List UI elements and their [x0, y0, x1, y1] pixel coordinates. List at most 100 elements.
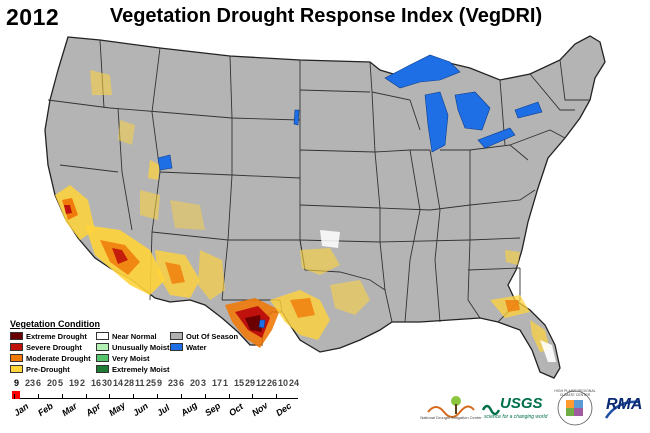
legend-item-out-of-season: Out Of Season: [170, 331, 238, 341]
legend-swatch: [10, 365, 23, 373]
usgs-tagline: science for a changing world: [484, 414, 548, 420]
lake-erie: [477, 127, 516, 149]
timeline-week-label[interactable]: 5: [58, 378, 64, 388]
rma-logo-text: RMA: [606, 396, 643, 413]
timeline-month-tick: [37, 394, 39, 399]
legend-swatch: [10, 332, 23, 340]
timeline-week-label[interactable]: 12: [256, 378, 267, 388]
timeline-month-label[interactable]: Aug: [178, 399, 199, 419]
usgs-logo: [482, 404, 501, 416]
legend-label: Extreme Drought: [26, 331, 87, 341]
legend-swatch: [96, 354, 109, 362]
timeline-bar: [12, 391, 298, 399]
timeline-week-label[interactable]: 1: [223, 378, 229, 388]
timeline-week-label[interactable]: 3: [201, 378, 207, 388]
legend-label: Severe Drought: [26, 342, 82, 352]
lake-ontario: [514, 101, 543, 119]
timeline-month-tick: [109, 394, 111, 399]
timeline-week-label[interactable]: 26: [267, 378, 278, 388]
timeline-week-label[interactable]: 20: [47, 378, 58, 388]
timeline-week-label[interactable]: 30: [102, 378, 113, 388]
water-bodies: [157, 54, 543, 329]
timeline-month-label[interactable]: Mar: [59, 400, 79, 419]
legend-label: Very Moist: [112, 353, 150, 363]
timeline-month-tick: [228, 394, 230, 399]
timeline-month-tick: [276, 394, 278, 399]
timeline-week-label[interactable]: 6: [179, 378, 185, 388]
timeline-month-tick: [14, 394, 15, 399]
lake-superior: [384, 54, 461, 89]
timeline-month-tick: [180, 394, 182, 399]
legend-item-very-moist: Very Moist: [96, 353, 150, 363]
timeline-month-tick: [252, 394, 254, 399]
timeline-week-label[interactable]: 24: [289, 378, 300, 388]
hprcc-logo-text: HIGH PLAINS REGIONAL CLIMATE CENTER: [554, 389, 596, 397]
usgs-logo-text: USGS: [500, 395, 543, 412]
drought-patches: [55, 70, 556, 362]
legend-swatch: [96, 365, 109, 373]
timeline-week-label[interactable]: 9: [157, 378, 163, 388]
timeline-month-tick: [157, 394, 158, 399]
timeline-week-label[interactable]: 25: [146, 378, 157, 388]
timeline-week-label[interactable]: 23: [25, 378, 36, 388]
timeline-week-label[interactable]: 19: [69, 378, 80, 388]
legend: Vegetation Condition Extreme Drought Seve…: [10, 319, 280, 379]
legend-item-extreme-drought: Extreme Drought: [10, 331, 87, 341]
timeline-month-tick: [133, 394, 135, 399]
legend-label: Water: [186, 342, 207, 352]
timeline-month-label[interactable]: May: [107, 399, 128, 419]
map-title: Vegetation Drought Response Index (VegDR…: [109, 5, 543, 27]
timeline-week-label[interactable]: 15: [234, 378, 245, 388]
timeline-week-label[interactable]: 2: [80, 378, 86, 388]
legend-swatch: [170, 343, 183, 351]
timeline-week-label[interactable]: 10: [278, 378, 289, 388]
legend-swatch: [10, 343, 23, 351]
timeline: 9 23 6 20 5 19 2 16 30 14 28 11 25 9 23 6 20 3 17 1 15 29 12 26…: [8, 378, 308, 420]
legend-item-pre-drought: Pre-Drought: [10, 364, 70, 374]
timeline-month-label[interactable]: Nov: [250, 400, 271, 419]
timeline-month-label[interactable]: Dec: [274, 400, 294, 419]
timeline-current-marker[interactable]: [12, 391, 20, 399]
year-label: 2012: [6, 4, 60, 30]
legend-label: Out Of Season: [186, 331, 239, 341]
legend-swatch: [10, 354, 23, 362]
timeline-month-tick: [61, 394, 63, 399]
ndmc-logo-text: National Drought Mitigation Center: [420, 415, 482, 420]
lake-michigan: [424, 91, 449, 153]
timeline-week-label[interactable]: 20: [190, 378, 201, 388]
legend-swatch: [96, 332, 109, 340]
timeline-month-label[interactable]: Feb: [35, 400, 55, 419]
timeline-week-label[interactable]: 28: [124, 378, 135, 388]
legend-label: Unusually Moist: [112, 342, 170, 352]
timeline-month-tick: [204, 394, 206, 399]
legend-item-unusually-moist: Unusually Moist: [96, 342, 170, 352]
timeline-week-label[interactable]: 23: [168, 378, 179, 388]
timeline-month-label[interactable]: Jan: [12, 401, 31, 419]
timeline-week-label[interactable]: 16: [91, 378, 102, 388]
legend-label: Moderate Drought: [26, 353, 91, 363]
timeline-month-label[interactable]: Oct: [226, 401, 245, 419]
great-salt-lake: [157, 154, 173, 171]
timeline-week-label[interactable]: 17: [212, 378, 223, 388]
legend-item-moderate-drought: Moderate Drought: [10, 353, 91, 363]
timeline-month-label[interactable]: Sep: [202, 400, 222, 419]
legend-title: Vegetation Condition: [10, 319, 100, 329]
timeline-week-label[interactable]: 9: [14, 378, 20, 388]
timeline-week-label[interactable]: 29: [245, 378, 256, 388]
lake-huron: [454, 91, 491, 131]
legend-swatch: [96, 343, 109, 351]
timeline-month-label[interactable]: Jun: [131, 400, 151, 419]
timeline-week-label[interactable]: 11: [135, 378, 145, 388]
legend-item-severe-drought: Severe Drought: [10, 342, 82, 352]
timeline-month-tick: [85, 394, 87, 399]
legend-label: Near Normal: [112, 331, 157, 341]
legend-label: Pre-Drought: [26, 364, 70, 374]
rma-logo: [604, 400, 641, 419]
hprcc-logo: [557, 390, 593, 426]
timeline-week-label[interactable]: 14: [113, 378, 124, 388]
timeline-month-label[interactable]: Apr: [83, 401, 102, 419]
timeline-week-label[interactable]: 6: [36, 378, 42, 388]
logo-strip: National Drought Mitigation Center USGS …: [420, 388, 645, 428]
timeline-month-label[interactable]: Jul: [155, 402, 172, 419]
